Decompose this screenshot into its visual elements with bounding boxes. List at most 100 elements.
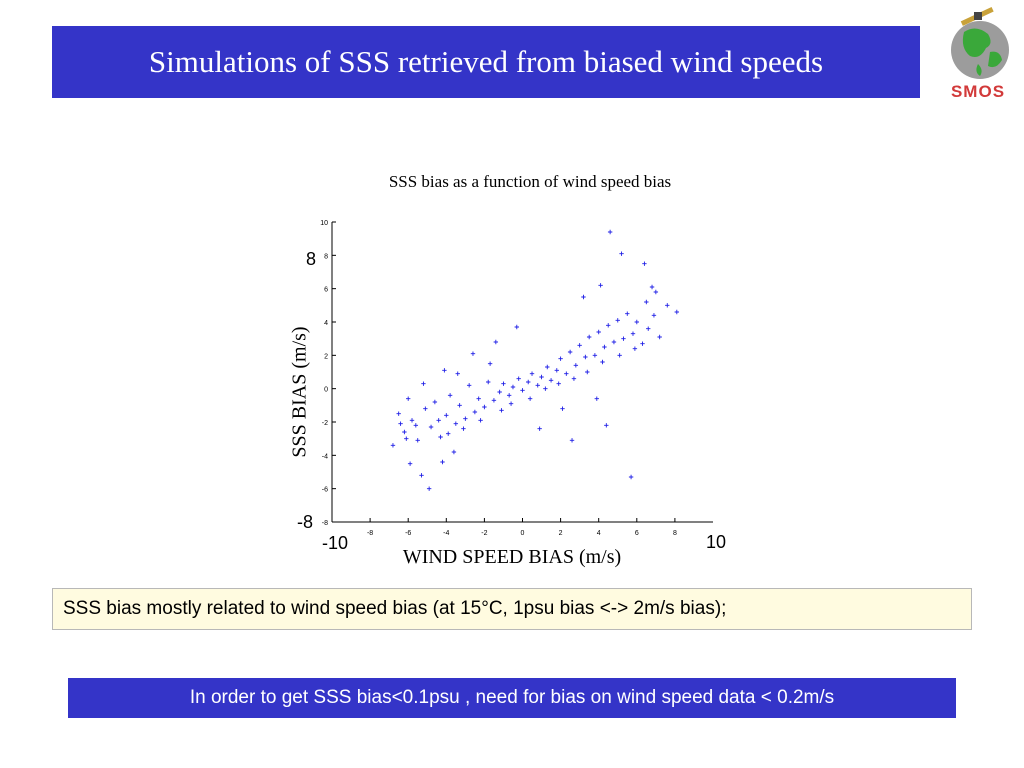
data-point	[407, 461, 413, 466]
data-point	[493, 339, 499, 345]
x-tick-label: -4	[443, 530, 449, 537]
x-tick-label: -8	[367, 530, 373, 537]
data-point	[602, 344, 607, 350]
data-point	[621, 336, 626, 341]
data-point	[649, 284, 655, 290]
x-max-annotation: 10	[706, 532, 727, 552]
data-point	[453, 421, 459, 426]
data-point	[510, 384, 516, 390]
data-point	[466, 383, 472, 388]
data-point	[651, 313, 657, 318]
data-point	[398, 421, 403, 426]
data-point	[537, 426, 542, 431]
y-tick-label: -4	[322, 453, 328, 460]
y-min-annotation: -8	[297, 512, 314, 532]
data-point	[402, 429, 407, 435]
data-point	[630, 331, 636, 336]
data-point	[470, 351, 476, 356]
data-point	[632, 346, 638, 351]
data-point	[476, 396, 481, 401]
y-tick-label: 4	[324, 320, 328, 327]
logo-text: SMOS	[950, 82, 1006, 101]
data-point	[554, 368, 559, 373]
y-tick-label: 6	[324, 287, 328, 294]
data-point	[571, 376, 577, 381]
data-point	[596, 329, 601, 335]
x-axis-label: WIND SPEED BIAS (m/s)	[402, 546, 622, 568]
data-point	[573, 363, 579, 368]
x-min-annotation: -10	[322, 533, 349, 553]
data-point	[506, 393, 512, 398]
data-point	[567, 349, 573, 355]
data-point	[436, 418, 441, 423]
data-point	[558, 356, 563, 361]
data-point	[423, 406, 428, 411]
data-point	[615, 318, 620, 323]
data-point	[426, 486, 432, 491]
y-max-annotation: 8	[306, 249, 317, 269]
y-tick-label: 0	[324, 387, 328, 394]
data-point	[404, 436, 409, 441]
title-banner: Simulations of SSS retrieved from biased…	[52, 26, 920, 98]
x-tick-label: 4	[597, 530, 601, 537]
data-point	[583, 354, 588, 360]
data-point	[665, 303, 670, 308]
data-point	[442, 368, 447, 373]
x-tick-label: -2	[481, 530, 487, 537]
data-point	[508, 401, 514, 406]
x-tick-label: 2	[559, 530, 563, 537]
data-point	[413, 423, 419, 428]
chart-title: SSS bias as a function of wind speed bia…	[388, 172, 672, 191]
data-point	[415, 438, 420, 443]
data-point	[463, 416, 468, 421]
relation-note: SSS bias mostly related to wind speed bi…	[52, 588, 972, 630]
data-point	[409, 418, 415, 423]
data-point	[406, 396, 411, 401]
data-point	[564, 371, 569, 376]
data-point	[529, 371, 535, 376]
data-point	[520, 388, 525, 393]
smos-logo: SMOS	[936, 4, 1020, 104]
data-point	[642, 261, 647, 266]
data-point	[644, 299, 649, 305]
data-point	[606, 323, 611, 328]
y-tick-label: -8	[322, 520, 328, 527]
data-point	[535, 383, 540, 388]
data-point	[491, 398, 497, 403]
data-point	[594, 396, 599, 401]
data-point	[586, 334, 592, 340]
data-point	[617, 353, 622, 358]
data-point	[569, 438, 575, 443]
data-point	[657, 334, 662, 340]
data-point	[396, 411, 401, 416]
data-point	[592, 353, 598, 358]
data-point	[653, 289, 659, 295]
data-point	[455, 371, 460, 376]
data-point	[674, 309, 680, 315]
data-point	[499, 408, 504, 413]
data-point	[598, 283, 603, 288]
data-point	[543, 386, 548, 391]
data-point	[545, 364, 550, 370]
y-tick-label: 8	[324, 253, 328, 260]
data-point	[646, 326, 651, 331]
data-point	[461, 426, 466, 431]
data-point	[581, 294, 586, 300]
x-tick-label: 6	[635, 530, 639, 537]
data-point	[440, 459, 445, 465]
data-point	[539, 374, 544, 380]
data-point	[486, 379, 491, 385]
data-point	[438, 434, 443, 440]
smos-satellite-globe-icon	[951, 7, 1009, 79]
data-point	[527, 396, 533, 401]
data-point	[640, 341, 645, 346]
conclusion-note: In order to get SSS bias<0.1psu , need f…	[68, 678, 956, 718]
data-point	[577, 343, 582, 348]
data-point	[556, 381, 561, 386]
data-point	[548, 378, 554, 383]
data-point	[501, 381, 506, 386]
data-point	[432, 399, 438, 405]
data-point	[497, 389, 502, 395]
data-point	[600, 359, 605, 365]
